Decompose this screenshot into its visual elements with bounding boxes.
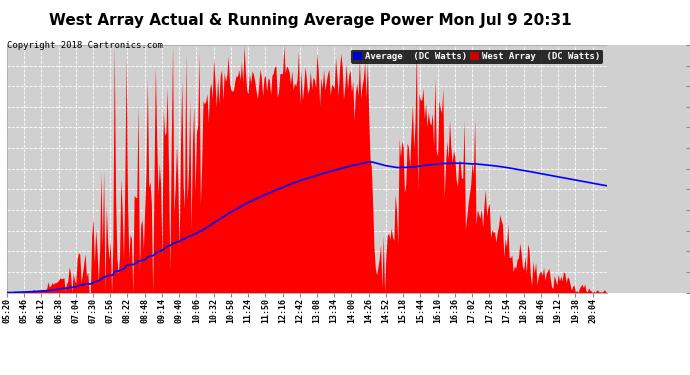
Text: Copyright 2018 Cartronics.com: Copyright 2018 Cartronics.com bbox=[7, 41, 163, 50]
Legend: Average  (DC Watts), West Array  (DC Watts): Average (DC Watts), West Array (DC Watts… bbox=[351, 50, 602, 64]
Text: West Array Actual & Running Average Power Mon Jul 9 20:31: West Array Actual & Running Average Powe… bbox=[49, 13, 572, 28]
